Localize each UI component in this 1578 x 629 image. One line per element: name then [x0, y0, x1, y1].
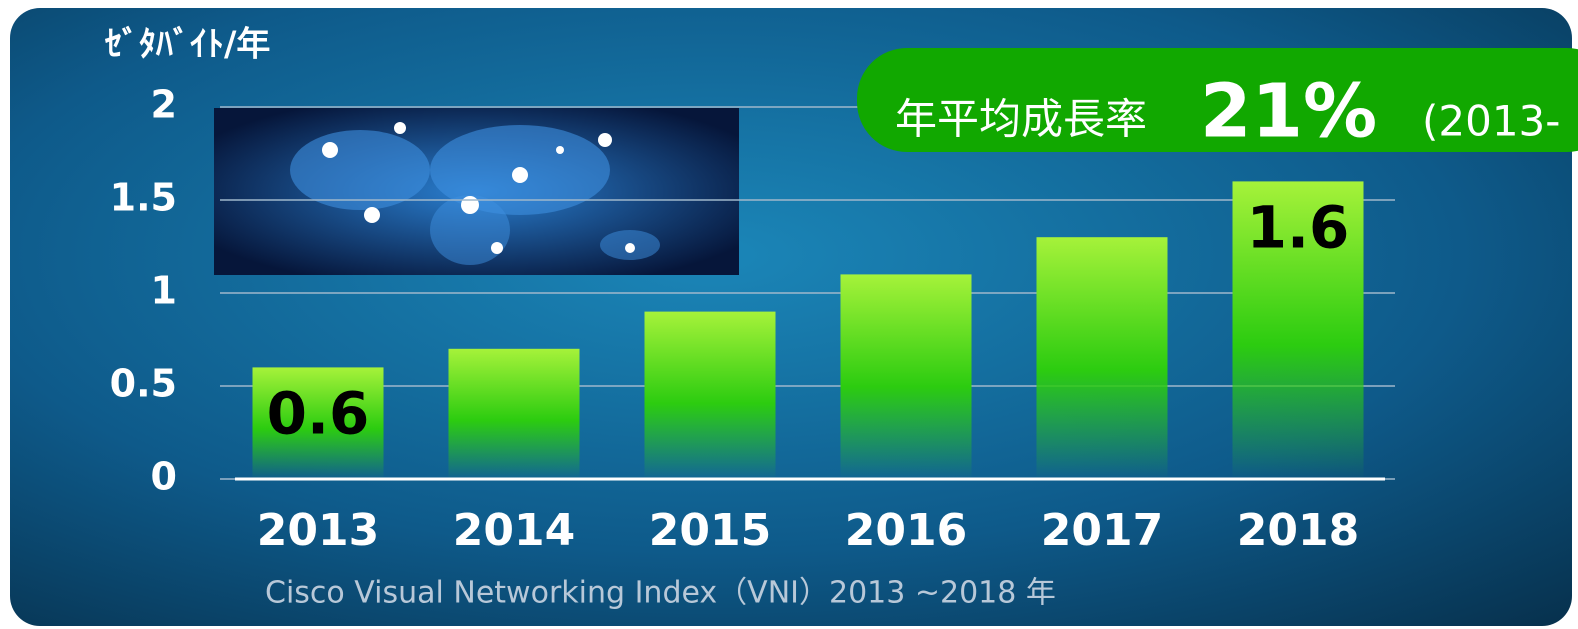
bar — [252, 367, 384, 479]
bar — [644, 311, 776, 479]
x-tick-label: 2014 — [453, 505, 575, 556]
x-tick-label: 2016 — [845, 505, 967, 556]
y-axis-label: ｾﾞﾀﾊﾞｲﾄ/年 — [105, 25, 270, 65]
value-label: 0.6 — [267, 380, 370, 448]
x-tick-label: 2017 — [1041, 505, 1163, 556]
growth-period: (2013- — [1422, 97, 1560, 146]
value-label: 1.6 — [1247, 194, 1350, 262]
source-note: Cisco Visual Networking Index（VNI）2013 ~… — [265, 576, 1056, 611]
bar — [448, 348, 580, 479]
y-tick-label: 1 — [151, 269, 177, 313]
y-tick-label: 0.5 — [110, 362, 177, 406]
y-tick-label: 0 — [151, 455, 177, 499]
x-tick-label: 2018 — [1237, 505, 1359, 556]
y-tick-label: 1.5 — [110, 176, 177, 220]
bar — [1232, 181, 1364, 479]
y-tick-label: 2 — [151, 83, 177, 127]
growth-banner — [857, 48, 1578, 152]
world-map-image — [214, 108, 739, 275]
growth-label: 年平均成長率 — [895, 95, 1147, 144]
x-tick-label: 2013 — [257, 505, 379, 556]
x-tick-label: 2015 — [649, 505, 771, 556]
bar — [840, 274, 972, 479]
bar — [1036, 237, 1168, 479]
growth-value: 21% — [1200, 69, 1377, 155]
